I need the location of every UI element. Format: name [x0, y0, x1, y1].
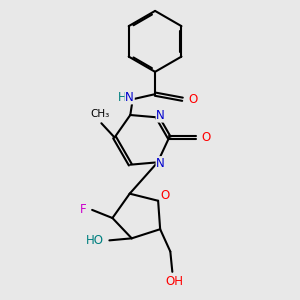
Text: CH₃: CH₃ [91, 109, 110, 119]
Text: N: N [125, 91, 134, 104]
Text: N: N [156, 109, 165, 122]
Text: OH: OH [165, 275, 183, 289]
Text: N: N [156, 157, 165, 170]
Text: O: O [201, 131, 210, 144]
Text: O: O [160, 189, 170, 202]
Text: O: O [188, 93, 197, 106]
Text: F: F [80, 203, 86, 216]
Text: HO: HO [86, 234, 104, 247]
Text: H: H [118, 91, 127, 104]
